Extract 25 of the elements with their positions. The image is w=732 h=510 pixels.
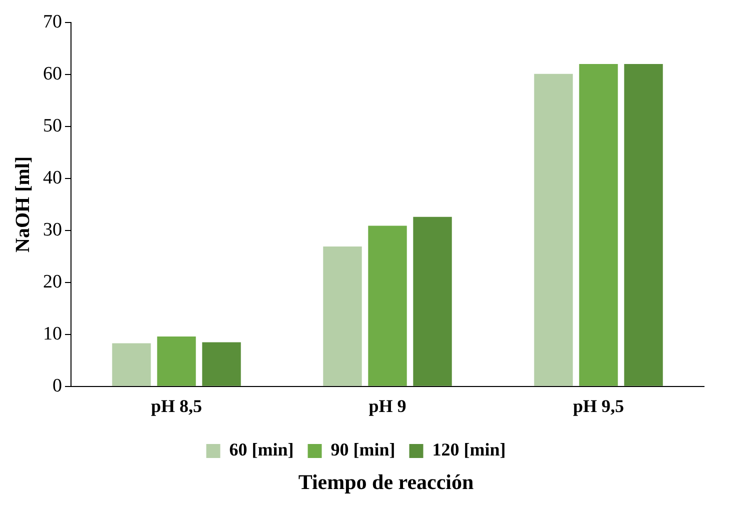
bar [413, 216, 452, 386]
bar [323, 246, 362, 386]
bar [112, 343, 151, 386]
bar [368, 226, 407, 386]
y-tick-label: 20 [43, 271, 62, 292]
legend-label: 60 [min] [229, 440, 294, 460]
y-tick-label: 30 [43, 219, 62, 240]
y-tick-label: 0 [52, 375, 62, 396]
y-tick-label: 40 [43, 167, 62, 188]
x-tick-label: pH 9 [368, 396, 406, 416]
y-axis-title: NaOH [ml] [12, 156, 34, 252]
x-tick-label: pH 8,5 [150, 396, 202, 416]
bar [202, 342, 241, 386]
x-tick-label: pH 9,5 [572, 396, 624, 416]
bar [534, 74, 573, 386]
x-axis-title: Tiempo de reacción [297, 470, 475, 495]
y-tick-label: 50 [43, 115, 62, 136]
bar [157, 336, 196, 386]
legend-label: 90 [min] [330, 440, 396, 460]
y-tick-label: 60 [43, 63, 62, 84]
y-tick-label: 10 [43, 323, 62, 344]
bar [579, 64, 618, 386]
legend-label: 120 [min] [432, 440, 506, 460]
bar [624, 64, 663, 386]
y-tick-label: 70 [43, 11, 62, 32]
